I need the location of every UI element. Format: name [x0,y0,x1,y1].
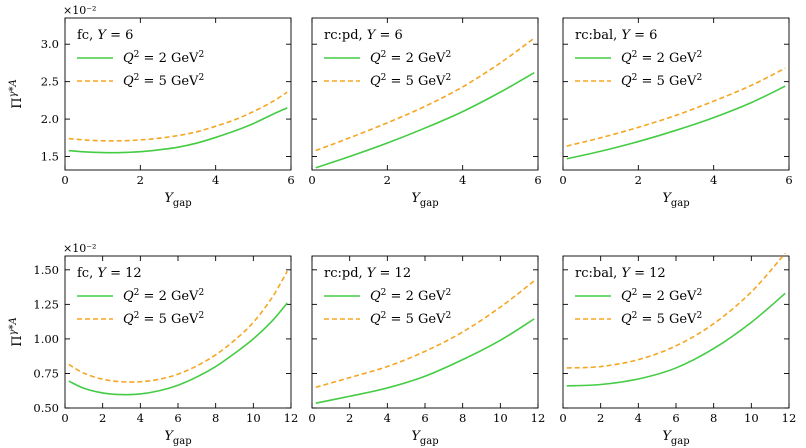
x-axis-label: Ygap [164,429,191,447]
x-axis-label: Ygap [662,429,689,447]
series-line-q2-2 [68,107,288,154]
x-tick-label: 4 [137,411,144,425]
plot-frame [64,17,292,171]
x-tick-label: 2 [384,173,391,187]
legend-entry: Q2 = 2 GeV2 [621,50,702,66]
panel-label: rc:bal, Y = 6 [575,28,657,43]
y-tick-label: 2.0 [41,112,59,126]
x-tick-label: 6 [534,173,541,187]
series-line-q2-2 [68,302,288,396]
legend-entry: Q2 = 5 GeV2 [370,311,451,327]
y-tick-label: 0.75 [33,366,59,380]
x-tick-label: 4 [459,173,466,187]
y-tick-label: 1.5 [41,150,59,164]
plot-frame [562,17,790,171]
panel-rc-pd-y-6: 0 2 4 6 Ygap rc:pd, Y = 6 Q2 = 2 GeV2 Q2 = 5 Ge… [308,17,542,209]
panel-rc-bal-y-6: 0 2 4 6 Ygap rc:bal, Y = 6 Q2 = 2 GeV2 Q2 = 5 G… [559,17,793,209]
x-axis-label: Ygap [662,191,689,209]
legend-entry: Q2 = 5 GeV2 [123,311,204,327]
panel-label: rc:bal, Y = 12 [575,266,666,281]
x-tick-label: 0 [308,411,315,425]
y-tick-label: 3.0 [41,37,59,51]
x-tick-label: 4 [710,173,717,187]
x-tick-label: 4 [635,411,642,425]
x-axis-label: Ygap [411,429,438,447]
x-tick-label: 6 [421,411,428,425]
panel-fc-y-12: 0 2 4 6 8 10 12 0.50 0.75 1.00 1.25 1.50 ×10⁻² Ygap Πγ… [8,242,298,447]
legend-entry: Q2 = 5 GeV2 [123,73,204,89]
x-tick-label: 6 [785,173,792,187]
x-tick-label: 6 [672,411,679,425]
panel-label: fc, Y = 6 [77,28,133,43]
legend-entry: Q2 = 2 GeV2 [370,50,451,66]
x-tick-label: 8 [710,411,717,425]
x-tick-label: 12 [782,411,797,425]
legend-entry: Q2 = 5 GeV2 [621,311,702,327]
series-line-q2-5 [566,252,786,369]
y-tick-label: 1.00 [33,332,59,346]
y-axis-label: Πγ*A [8,79,25,109]
x-axis-label: Ygap [164,191,191,209]
panel-rc-bal-y-12: 0 2 4 6 8 10 12 Ygap rc:bal, Y = 12 Q2 = 2 GeV2 Q2… [559,252,797,447]
x-tick-label: 0 [61,173,68,187]
x-tick-label: 10 [493,411,508,425]
y-tick-label: 1.25 [33,297,59,311]
y-exponent-label: ×10⁻² [63,242,96,255]
x-tick-label: 2 [99,411,106,425]
series-line-q2-5 [566,67,786,147]
x-axis-label: Ygap [411,191,438,209]
legend-entry: Q2 = 5 GeV2 [621,73,702,89]
x-tick-label: 10 [246,411,261,425]
series-line-q2-2 [315,318,535,404]
x-tick-label: 12 [284,411,299,425]
x-tick-label: 0 [559,411,566,425]
series-line-q2-5 [315,37,535,152]
panel-fc-y-6: 0 2 4 6 1.5 2.0 2.5 3.0 ×10⁻² Ygap Πγ*A fc, Y = 6 Q2… [8,4,295,209]
panel-label: rc:pd, Y = 6 [324,28,403,43]
legend-entry: Q2 = 5 GeV2 [370,73,451,89]
x-tick-label: 0 [559,173,566,187]
x-tick-label: 2 [635,173,642,187]
y-axis-label: Πγ*A [8,317,25,347]
y-tick-label: 2.5 [41,75,59,89]
y-exponent-label: ×10⁻² [63,4,96,17]
x-tick-label: 2 [346,411,353,425]
legend-entry: Q2 = 2 GeV2 [123,288,204,304]
legend-entry: Q2 = 2 GeV2 [621,288,702,304]
x-tick-label: 4 [212,173,219,187]
x-tick-label: 8 [459,411,466,425]
y-tick-label: 1.50 [33,263,59,277]
x-tick-label: 2 [597,411,604,425]
panel-label: rc:pd, Y = 12 [324,266,411,281]
legend-entry: Q2 = 2 GeV2 [370,288,451,304]
x-tick-label: 4 [384,411,391,425]
series-line-q2-2 [566,85,786,160]
x-tick-label: 8 [212,411,219,425]
series-line-q2-5 [68,270,288,383]
x-tick-label: 2 [137,173,144,187]
series-line-q2-2 [566,292,786,387]
series-line-q2-5 [68,91,288,142]
panel-rc-pd-y-12: 0 2 4 6 8 10 12 Ygap rc:pd, Y = 12 Q2 = 2 GeV2 Q2 … [308,255,546,447]
series-line-q2-2 [315,71,535,169]
x-tick-label: 6 [174,411,181,425]
x-tick-label: 10 [744,411,759,425]
plot-frame [311,17,539,171]
series-line-q2-5 [315,280,535,389]
x-tick-label: 12 [531,411,546,425]
y-tick-label: 0.50 [33,401,59,415]
legend-entry: Q2 = 2 GeV2 [123,50,204,66]
x-tick-label: 0 [308,173,315,187]
panel-label: fc, Y = 12 [77,266,142,281]
x-tick-label: 6 [287,173,294,187]
x-tick-label: 0 [61,411,68,425]
